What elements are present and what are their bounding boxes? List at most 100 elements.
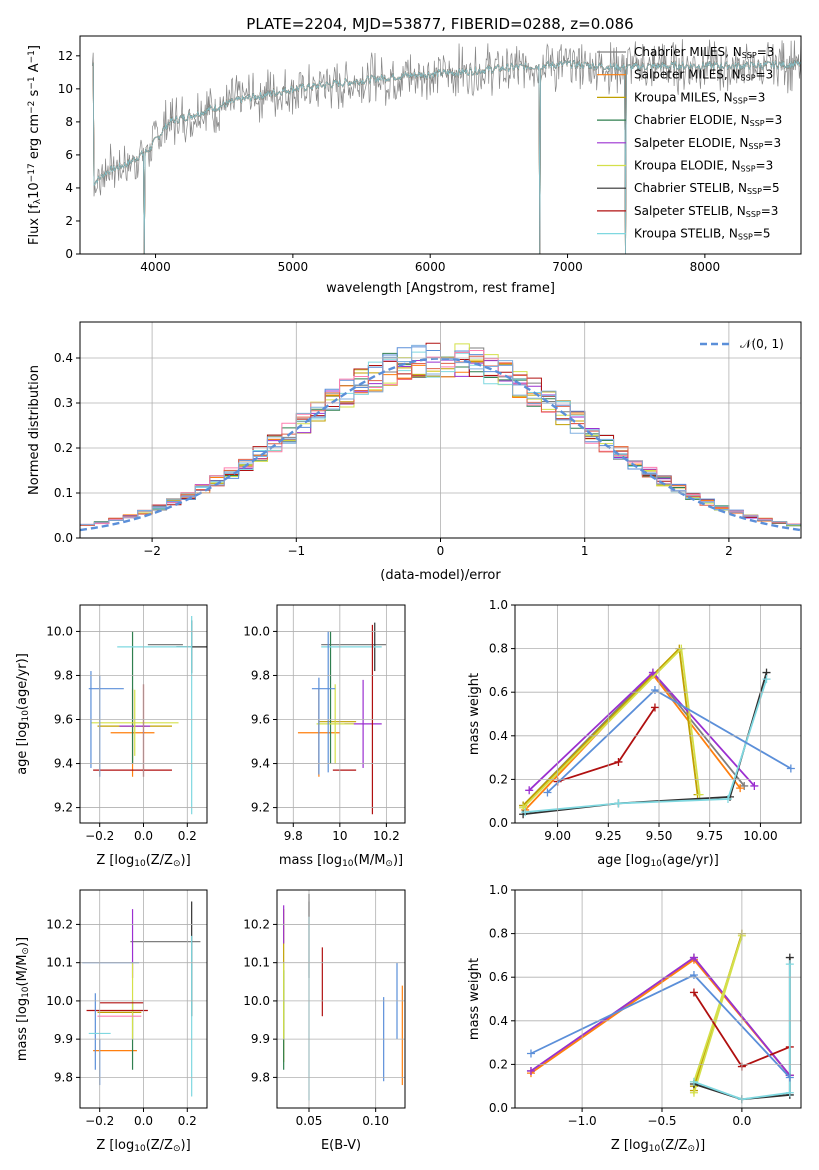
- spectrum-line: [92, 59, 801, 254]
- series-line: [546, 688, 792, 794]
- y-tick-label: 0.2: [54, 441, 73, 455]
- x-tick-label: 6000: [415, 260, 446, 274]
- axis-label: Flux [fλ10−17 erg cm−2 s−1 A−1]: [27, 45, 43, 245]
- label-part: λ: [33, 198, 43, 204]
- legend-text: Kroupa STELIB, N: [634, 227, 738, 241]
- x-tick-label: 0.2: [178, 829, 197, 843]
- label-part: (M/M: [354, 853, 386, 868]
- y-tick-label: 2: [65, 214, 73, 228]
- legend-value: =5: [762, 181, 780, 195]
- x-axis-label: E(B-V): [321, 1138, 361, 1153]
- point-marker: [526, 1066, 535, 1075]
- y-tick-label: 0.2: [489, 1057, 508, 1071]
- x-tick-label: 9.75: [696, 829, 723, 843]
- x-tick-label: 0.2: [178, 1114, 197, 1128]
- spectrum-line: [92, 59, 801, 254]
- spectrum-line: [92, 59, 801, 254]
- label-part: age [log: [597, 853, 650, 868]
- y-tick-label: 1.0: [489, 883, 508, 897]
- point-marker: [785, 1088, 794, 1097]
- legend-text: Chabrier MILES, N: [634, 45, 742, 59]
- x-tick-label: −0.2: [85, 1114, 114, 1128]
- series-line: [530, 956, 791, 1076]
- x-tick-label: 0.10: [362, 1114, 389, 1128]
- plot-area: [88, 616, 207, 815]
- legend-label: 𝒩(0, 1): [740, 337, 784, 351]
- legend-sub: SSP: [748, 142, 763, 151]
- label-part: ⊙: [21, 947, 31, 955]
- series-line: [693, 964, 791, 1101]
- y-tick-label: 0.4: [54, 351, 73, 365]
- label-part: mass [log: [279, 853, 342, 868]
- legend-text: Kroupa ELODIE, N: [634, 159, 741, 173]
- legend-text: Kroupa MILES, N: [634, 90, 733, 104]
- axes-frame: [79, 604, 208, 824]
- label-part: Z [log: [96, 853, 134, 868]
- label-part: 10: [650, 859, 662, 869]
- legend-sub: SSP: [738, 233, 753, 242]
- y-tick-label: 9.4: [54, 757, 73, 771]
- axis-label: age [log10(age/yr)]: [15, 653, 31, 775]
- x-tick-label: 0.0: [134, 1114, 153, 1128]
- point-marker: [650, 686, 659, 695]
- point-marker: [785, 1073, 794, 1082]
- axes-frame: [79, 321, 802, 539]
- y-tick-label: 10.2: [243, 917, 270, 931]
- label-part: mass [log: [15, 998, 30, 1061]
- y-tick-label: 10.1: [243, 956, 270, 970]
- legend-sub: SSP: [741, 74, 756, 83]
- x-tick-label: 0: [437, 544, 445, 558]
- label-part: Z [log: [96, 1138, 134, 1153]
- legend-sub: SSP: [742, 51, 757, 60]
- label-part: 10: [342, 859, 354, 869]
- point-marker: [785, 960, 794, 969]
- point-marker: [695, 790, 704, 799]
- x-tick-label: 10: [332, 829, 347, 843]
- label-part: −1: [27, 76, 37, 89]
- point-marker: [614, 799, 623, 808]
- label-part: Z [log: [611, 1138, 649, 1153]
- spectrum-line: [92, 39, 801, 254]
- legend-value: =3: [761, 204, 779, 218]
- label-part: )]: [181, 1138, 191, 1153]
- plot-area: [297, 622, 387, 815]
- figure-title: PLATE=2204, MJD=53877, FIBERID=0288, z=0…: [246, 15, 633, 33]
- axes-frame: [79, 35, 802, 255]
- y-tick-label: 10.1: [46, 956, 73, 970]
- chart-weight-vs-Z: −1.0 −0.5 0.0 0.0 0.2 0.4 0.6 0.8 1.0 Z [log10(Z/…: [467, 883, 802, 1154]
- label-part: (age/yr)]: [15, 653, 30, 710]
- x-tick-label: 5000: [278, 260, 309, 274]
- y-tick-label: 10.2: [46, 917, 73, 931]
- y-tick-label: 8: [65, 115, 73, 129]
- point-marker: [762, 675, 771, 684]
- y-tick-label: 0.2: [489, 772, 508, 786]
- axis-label: age [log10(age/yr)]: [597, 853, 719, 869]
- y-tick-label: 10.0: [46, 994, 73, 1008]
- point-marker: [689, 1077, 698, 1086]
- x-tick-label: −2: [143, 544, 161, 558]
- x-tick-label: 0.0: [732, 1114, 751, 1128]
- y-axis-label: Normed distribution: [27, 365, 42, 495]
- axes-frame: [276, 604, 406, 824]
- axes-frame: [514, 604, 802, 824]
- y-tick-label: 0.6: [489, 685, 508, 699]
- axes-frame: [514, 889, 802, 1109]
- chart-weight-vs-age: 9.00 9.25 9.50 9.75 10.00 0.0 0.2 0.4 0.6 0.8 1.0 a…: [467, 598, 802, 869]
- legend-value: =3: [763, 136, 781, 150]
- point-marker: [543, 788, 552, 797]
- label-part: ⊙: [173, 1144, 181, 1154]
- legend-text: Chabrier STELIB, N: [634, 181, 747, 195]
- chart-age-vs-Z: −0.2 0.0 0.29.29.49.69.810.0Z [log10(Z/Z⊙)…: [15, 604, 208, 869]
- plot-area: [519, 644, 795, 819]
- x-tick-label: 4000: [140, 260, 171, 274]
- y-tick-label: 1.0: [489, 598, 508, 612]
- legend-value: =3: [765, 113, 783, 127]
- x-tick-label: 8000: [690, 260, 721, 274]
- label-part: 10: [649, 1144, 661, 1154]
- legend-sub: SSP: [741, 165, 756, 174]
- label-part: Flux [f: [27, 204, 42, 245]
- legend-text: Salpeter ELODIE, N: [634, 136, 748, 150]
- point-marker: [689, 988, 698, 997]
